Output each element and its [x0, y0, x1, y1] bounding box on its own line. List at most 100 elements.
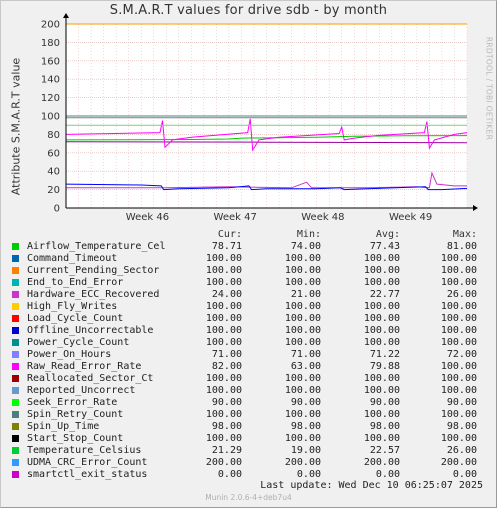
y-tick-label: 160: [41, 56, 60, 67]
series-line: [66, 171, 467, 189]
legend-swatch: [12, 375, 19, 382]
legend-row: Load_Cycle_Count 100.00 100.00 100.00 100.00: [12, 313, 492, 325]
legend-value-min: 100.00: [284, 373, 321, 384]
legend-value-avg: 100.00: [363, 277, 400, 288]
chart-title: S.M.A.R.T values for drive sdb - by mont…: [109, 3, 388, 18]
legend-value-cur: 98.00: [211, 421, 242, 432]
legend-value-max: 100.00: [440, 277, 477, 288]
series-line: [65, 141, 468, 144]
legend-value-max: 100.00: [440, 361, 477, 372]
legend-value-avg: 100.00: [363, 313, 400, 324]
legend-value-max: 100.00: [440, 313, 477, 324]
legend-value-max: 100.00: [440, 301, 477, 312]
legend-row: Temperature_Celsius 21.29 19.00 22.57 26.00: [12, 445, 492, 457]
legend-value-max: 100.00: [440, 253, 477, 264]
legend-value-max: 100.00: [440, 265, 477, 276]
y-tick-label: 140: [41, 75, 60, 86]
legend-value-cur: 100.00: [205, 325, 242, 336]
legend-row: Reported_Uncorrect 100.00 100.00 100.00 100.…: [12, 385, 492, 397]
legend-swatch: [12, 351, 19, 358]
legend-value-max: 98.00: [446, 421, 477, 432]
legend-value-min: 100.00: [284, 277, 321, 288]
y-tick-label: 180: [41, 38, 60, 49]
legend-value-avg: 98.00: [369, 421, 400, 432]
legend-value-min: 71.00: [290, 349, 321, 360]
legend-value-avg: 100.00: [363, 265, 400, 276]
legend-value-min: 100.00: [284, 409, 321, 420]
series-line: [65, 118, 468, 152]
x-tick-label: Week 48: [301, 212, 344, 223]
legend-value-cur: 0.00: [217, 469, 242, 480]
legend-value-avg: 100.00: [363, 337, 400, 348]
legend-series-name: Power_On_Hours: [27, 349, 112, 360]
legend-swatch: [12, 459, 19, 466]
legend-value-cur: 200.00: [205, 457, 242, 468]
y-tick-label: 20: [47, 185, 60, 196]
series-line: [65, 183, 468, 191]
legend-value-min: 100.00: [284, 313, 321, 324]
legend-swatch: [12, 363, 19, 370]
legend-value-min: 100.00: [284, 301, 321, 312]
legend-value-avg: 0.00: [375, 469, 400, 480]
legend-value-cur: 100.00: [205, 409, 242, 420]
legend-series-name: Offline_Uncorrectable: [27, 325, 154, 336]
legend-value-min: 100.00: [284, 433, 321, 444]
legend-value-max: 100.00: [440, 337, 477, 348]
legend-row: Raw_Read_Error_Rate 82.00 63.00 79.88 100.00: [12, 361, 492, 373]
legend-series-name: Reallocated_Sector_Ct: [27, 373, 154, 384]
legend-series-name: Power_Cycle_Count: [27, 337, 130, 348]
legend-value-min: 100.00: [284, 325, 321, 336]
legend-swatch: [12, 255, 19, 262]
legend-value-cur: 100.00: [205, 313, 242, 324]
legend-value-avg: 100.00: [363, 253, 400, 264]
legend-value-cur: 78.71: [211, 241, 242, 252]
legend-value-min: 0.00: [296, 469, 321, 480]
legend-value-cur: 71.00: [211, 349, 242, 360]
x-tick-label: Week 47: [214, 212, 257, 223]
legend-swatch: [12, 399, 19, 406]
legend-swatch: [12, 435, 19, 442]
legend-series-name: Command_Timeout: [27, 253, 118, 264]
legend-swatch: [12, 291, 19, 298]
legend-series-name: High_Fly_Writes: [27, 301, 118, 312]
legend-value-cur: 100.00: [205, 337, 242, 348]
legend-swatch: [12, 387, 19, 394]
legend-value-max: 26.00: [446, 289, 477, 300]
legend-row: Reallocated_Sector_Ct 100.00 100.00 100.00 1…: [12, 373, 492, 385]
legend-header: Cur: Min: Avg: Max:: [0, 229, 497, 241]
legend-value-max: 81.00: [446, 241, 477, 252]
plot-area: 0 20 40 60 80 100 120 140 160 180 200 Week 46 Week 4…: [41, 13, 478, 223]
legend-value-min: 21.00: [290, 289, 321, 300]
legend-value-avg: 71.22: [369, 349, 400, 360]
y-tick-label: 60: [47, 148, 60, 159]
legend-series-name: Load_Cycle_Count: [27, 313, 124, 324]
legend-swatch: [12, 339, 19, 346]
legend-row: Command_Timeout 100.00 100.00 100.00 100.00: [12, 253, 492, 265]
legend-value-max: 0.00: [452, 469, 477, 480]
x-axis-arrow: [473, 205, 478, 211]
x-tick-label: Week 46: [126, 212, 169, 223]
legend-value-max: 72.00: [446, 349, 477, 360]
legend-series-name: Raw_Read_Error_Rate: [27, 361, 142, 372]
legend-series-name: Start_Stop_Count: [27, 433, 124, 444]
legend-series-name: Spin_Retry_Count: [27, 409, 124, 420]
y-tick-label: 100: [41, 112, 60, 123]
legend-value-min: 63.00: [290, 361, 321, 372]
legend-value-min: 74.00: [290, 241, 321, 252]
y-tick-label: 0: [54, 204, 60, 215]
legend-swatch: [12, 411, 19, 418]
legend-swatch: [12, 267, 19, 274]
y-tick-label: 120: [41, 93, 60, 104]
legend-value-avg: 100.00: [363, 373, 400, 384]
x-tick-label: Week 49: [389, 212, 432, 223]
legend-value-min: 98.00: [290, 421, 321, 432]
legend-value-cur: 100.00: [205, 433, 242, 444]
legend-value-max: 200.00: [440, 457, 477, 468]
legend-series-name: Current_Pending_Sector: [27, 265, 160, 276]
legend-series-name: Reported_Uncorrect: [27, 385, 136, 396]
legend-value-avg: 22.57: [369, 445, 400, 456]
legend-swatch: [12, 243, 19, 250]
legend-swatch: [12, 471, 19, 478]
legend-swatch: [12, 279, 19, 286]
legend-value-avg: 79.88: [369, 361, 400, 372]
